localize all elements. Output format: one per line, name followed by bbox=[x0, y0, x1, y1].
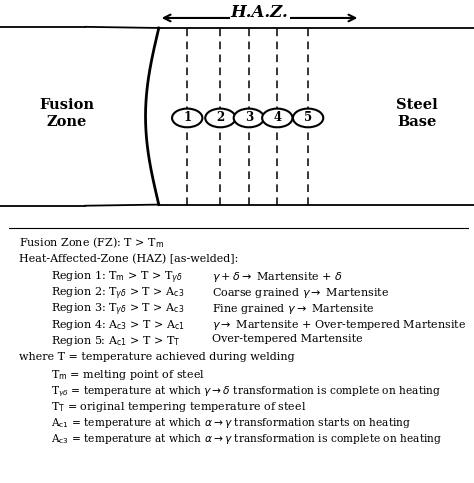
Text: H.A.Z.: H.A.Z. bbox=[231, 4, 289, 21]
Text: A$_{\rm c1}$ = temperature at which $\alpha \rightarrow \gamma$ transformation s: A$_{\rm c1}$ = temperature at which $\al… bbox=[51, 416, 411, 430]
Ellipse shape bbox=[293, 109, 323, 128]
Text: A$_{\rm c3}$ = temperature at which $\alpha \rightarrow \gamma$ transformation i: A$_{\rm c3}$ = temperature at which $\al… bbox=[51, 432, 442, 446]
Text: Region 4: A$_{\rm c3}$ > T > A$_{\rm c1}$: Region 4: A$_{\rm c3}$ > T > A$_{\rm c1}… bbox=[51, 318, 185, 332]
Text: Fine grained $\gamma \rightarrow$ Martensite: Fine grained $\gamma \rightarrow$ Marten… bbox=[212, 301, 374, 315]
Text: Heat-Affected-Zone (HAZ) [as-welded]:: Heat-Affected-Zone (HAZ) [as-welded]: bbox=[18, 254, 238, 264]
Text: T$_{\gamma\delta}$ = temperature at which $\gamma \rightarrow \delta$ transforma: T$_{\gamma\delta}$ = temperature at whic… bbox=[51, 384, 441, 398]
Text: T$_{\rm m}$ = melting point of steel: T$_{\rm m}$ = melting point of steel bbox=[51, 368, 205, 382]
Ellipse shape bbox=[234, 109, 264, 128]
Text: Fusion
Zone: Fusion Zone bbox=[39, 99, 94, 128]
Text: Coarse grained $\gamma \rightarrow$ Martensite: Coarse grained $\gamma \rightarrow$ Mart… bbox=[212, 285, 389, 299]
Text: $\gamma + \delta \rightarrow$ Martensite + $\delta$: $\gamma + \delta \rightarrow$ Martensite… bbox=[212, 270, 343, 284]
Text: Region 3: T$_{\gamma\delta}$ > T > A$_{\rm c3}$: Region 3: T$_{\gamma\delta}$ > T > A$_{\… bbox=[51, 301, 184, 318]
Text: Region 5: A$_{\rm c1}$ > T > T$_{\rm T}$: Region 5: A$_{\rm c1}$ > T > T$_{\rm T}$ bbox=[51, 334, 180, 348]
Text: Over-tempered Martensite: Over-tempered Martensite bbox=[212, 334, 363, 343]
Text: Steel
Base: Steel Base bbox=[396, 99, 438, 128]
Text: 3: 3 bbox=[245, 112, 253, 125]
Text: Fusion Zone (FZ): T > T$_{\rm m}$: Fusion Zone (FZ): T > T$_{\rm m}$ bbox=[18, 235, 164, 250]
Text: 5: 5 bbox=[304, 112, 312, 125]
Ellipse shape bbox=[262, 109, 292, 128]
Text: where T = temperature achieved during welding: where T = temperature achieved during we… bbox=[18, 352, 294, 362]
Ellipse shape bbox=[205, 109, 236, 128]
Text: 2: 2 bbox=[216, 112, 225, 125]
Ellipse shape bbox=[172, 109, 202, 128]
Text: $\gamma \rightarrow$ Martensite + Over-tempered Martensite: $\gamma \rightarrow$ Martensite + Over-t… bbox=[212, 318, 466, 332]
Text: Region 2: T$_{\gamma\delta}$ > T > A$_{\rm c3}$: Region 2: T$_{\gamma\delta}$ > T > A$_{\… bbox=[51, 285, 184, 302]
Text: T$_{\rm T}$ = original tempering temperature of steel: T$_{\rm T}$ = original tempering tempera… bbox=[51, 400, 306, 414]
Text: 4: 4 bbox=[273, 112, 282, 125]
Text: 1: 1 bbox=[183, 112, 191, 125]
Text: Region 1: T$_{\rm m}$ > T > T$_{\gamma\delta}$: Region 1: T$_{\rm m}$ > T > T$_{\gamma\d… bbox=[51, 270, 182, 286]
